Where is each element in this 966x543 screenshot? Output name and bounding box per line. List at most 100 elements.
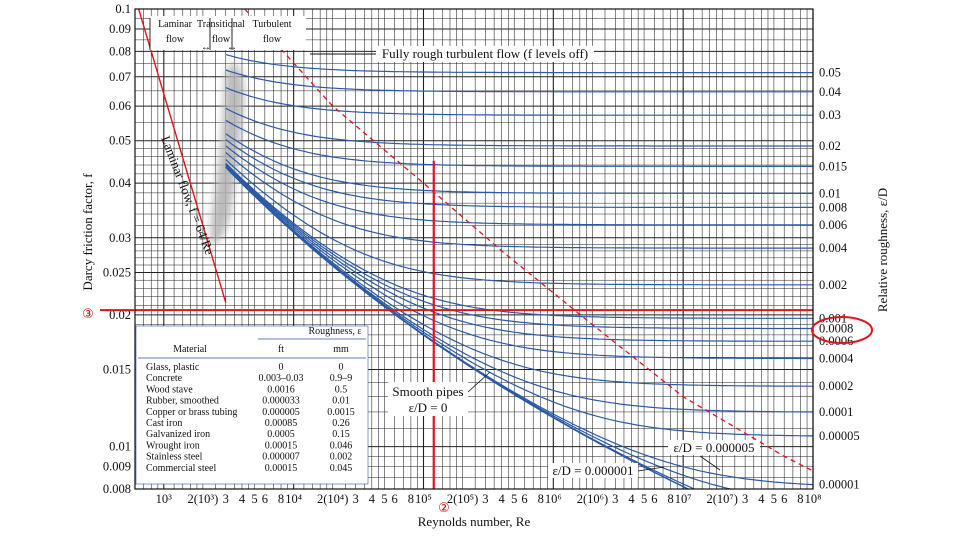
table-cell-material: Copper or brass tubing — [146, 407, 237, 418]
roughness-curve — [225, 119, 813, 167]
x-tick-label: 10⁸ — [805, 492, 822, 506]
y-tick-label: 0.08 — [109, 44, 131, 58]
table-cell-mm: 0.046 — [330, 440, 353, 451]
table-cell-material: Galvanized iron — [146, 429, 210, 440]
y2-axis-title: Relative roughness, ε/D — [875, 188, 890, 312]
table-cell-mm: 0.9–9 — [330, 373, 353, 384]
x-tick-label: 4 — [758, 492, 765, 506]
region-laminar-1: Laminar — [158, 19, 193, 30]
smooth-leader — [467, 371, 491, 393]
x-tick-label: 2(10⁶) — [577, 492, 608, 506]
x-tick-label: 2(10⁴) — [317, 492, 348, 506]
table-cell-ft: 0.000033 — [262, 396, 300, 407]
x-tick-label: 8 — [797, 492, 803, 506]
table-row: Concrete 0.003–0.03 0.9–9 — [146, 373, 352, 384]
y-tick-labels: 0.1 0.09 0.08 0.07 0.06 0.05 0.04 0.03 0.025 0.02… — [103, 2, 132, 496]
region-transitional-2: flow — [212, 34, 231, 45]
table-cell-mm: 0.26 — [332, 418, 350, 429]
x-tick-label: 2(10⁷) — [707, 492, 738, 506]
table-row: Galvanized iron 0.0005 0.15 — [146, 429, 350, 440]
fully-rough-label: Fully rough turbulent flow (f levels off… — [382, 46, 588, 61]
table-cell-ft: 0.00015 — [265, 463, 298, 474]
table-row: Stainless steel 0.000007 0.002 — [146, 452, 352, 463]
table-cell-ft: 0.000005 — [262, 407, 300, 418]
x-tick-label: 5 — [511, 492, 517, 506]
x-tick-label: 3 — [482, 492, 488, 506]
table-group-header: Roughness, ε — [308, 326, 361, 337]
right-axis-label: 0.0004 — [819, 351, 854, 365]
y-tick-label: 0.04 — [109, 176, 132, 190]
right-axis-label: 0.00005 — [819, 429, 860, 443]
right-axis-label: 0.04 — [819, 85, 842, 99]
right-axis-label: 0.0001 — [819, 405, 853, 419]
table-cell-material: Cast iron — [146, 418, 182, 429]
y-tick-label: 0.06 — [109, 99, 131, 113]
right-axis-label: 0.03 — [819, 108, 841, 122]
table-cell-material: Glass, plastic — [146, 362, 200, 373]
x-tick-label: 6 — [781, 492, 787, 506]
eps-000005-label: ε/D = 0.000005 — [673, 440, 754, 455]
table-cell-mm: 0.0015 — [327, 407, 355, 418]
right-axis-label: 0.008 — [819, 200, 847, 214]
x-tick-label: 10³ — [156, 492, 173, 506]
highlight-ellipse — [811, 316, 873, 344]
x-tick-label: 4 — [239, 492, 246, 506]
eps5-leader — [699, 455, 721, 471]
table-cell-material: Wrought iron — [146, 440, 200, 451]
smooth-pipe-curve — [225, 166, 690, 489]
table-row: Glass, plastic 0 0 — [146, 362, 344, 373]
x-tick-labels: 10³ 2(10³) 3 4 5 6 8 10⁴ 2(10⁴) 3 4 5 6 8 10⁵ 2(10⁵) 3 4 5… — [156, 492, 822, 506]
region-arrow-2: ↔ — [227, 42, 237, 53]
table-cell-mm: 0.01 — [332, 396, 350, 407]
roughness-table: Roughness, ε Material ft mm Glass, plast… — [135, 325, 369, 485]
table-cell-ft: 0.000007 — [262, 452, 300, 463]
x-tick-label: 5 — [771, 492, 777, 506]
roughness-curve — [225, 152, 813, 249]
table-cell-ft: 0.0016 — [267, 384, 295, 395]
right-axis-label: 0.0002 — [819, 379, 853, 393]
x-tick-label: 6 — [392, 492, 398, 506]
table-cell-material: Commercial steel — [146, 463, 216, 474]
eps1-bg — [548, 463, 638, 478]
region-arrow-1: ↔ — [201, 42, 211, 53]
x-tick-label: 8 — [278, 492, 284, 506]
smooth-label-bg — [388, 382, 468, 416]
roughness-curve — [225, 133, 813, 194]
right-axis-label: 0.002 — [819, 278, 847, 292]
eps1-leader — [637, 466, 665, 472]
y-tick-label: 0.1 — [115, 2, 131, 16]
y-axis-title: Darcy friction factor, f — [80, 173, 95, 291]
smooth-pipes-eps: ε/D = 0 — [409, 400, 448, 415]
x-tick-label: 6 — [262, 492, 268, 506]
x-tick-label: 10⁵ — [415, 492, 432, 506]
y-tick-label: 0.09 — [109, 22, 131, 36]
table-row: Wrought iron 0.00015 0.046 — [146, 440, 352, 451]
table-cell-mm: 0.045 — [330, 463, 353, 474]
table-cell-material: Concrete — [146, 373, 183, 384]
table-cell-mm: 0.15 — [332, 429, 350, 440]
x-axis-title: Reynolds number, Re — [418, 514, 531, 529]
table-cell-material: Rubber, smoothed — [146, 396, 219, 407]
right-axis-label: 0.015 — [819, 159, 847, 173]
roughness-curve — [225, 162, 813, 319]
x-tick-label: 6 — [521, 492, 527, 506]
table-cell-ft: 0 — [279, 362, 284, 373]
table-cell-ft: 0.00015 — [265, 440, 298, 451]
table-cell-mm: 0 — [339, 362, 344, 373]
table-row: Cast iron 0.00085 0.26 — [146, 418, 350, 429]
marker-2: ② — [438, 501, 450, 516]
roughness-curve — [225, 159, 813, 286]
region-turbulent-2: flow — [263, 34, 282, 45]
marker-3: ③ — [82, 307, 94, 322]
y-tick-label: 0.008 — [103, 482, 131, 496]
y-tick-label: 0.02 — [109, 308, 131, 322]
table-box — [135, 325, 369, 485]
y-tick-label: 0.05 — [109, 134, 131, 148]
table-row: Rubber, smoothed 0.000033 0.01 — [146, 396, 350, 407]
table-row: Copper or brass tubing 0.000005 0.0015 — [146, 407, 355, 418]
roughness-curve — [225, 164, 813, 342]
region-laminar-2: flow — [166, 34, 185, 45]
right-axis-label: 0.0008 — [819, 322, 853, 336]
x-tick-label: 4 — [499, 492, 506, 506]
right-axis-label: 0.00001 — [819, 478, 860, 492]
